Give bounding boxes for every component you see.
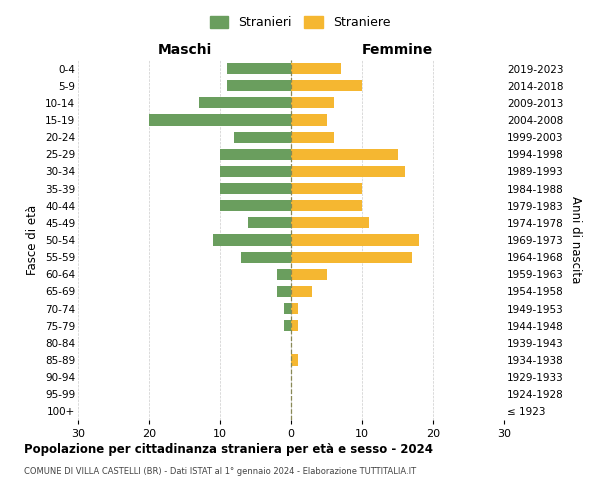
Bar [291, 132, 334, 142]
Bar [220, 166, 291, 177]
Bar [291, 114, 326, 126]
Bar [284, 303, 291, 314]
Bar [291, 148, 398, 160]
Bar [220, 200, 291, 211]
Y-axis label: Anni di nascita: Anni di nascita [569, 196, 582, 284]
Text: COMUNE DI VILLA CASTELLI (BR) - Dati ISTAT al 1° gennaio 2024 - Elaborazione TUT: COMUNE DI VILLA CASTELLI (BR) - Dati IST… [24, 468, 416, 476]
Bar [291, 200, 362, 211]
Bar [284, 320, 291, 332]
Bar [291, 234, 419, 246]
Bar [291, 354, 298, 366]
Bar [213, 234, 291, 246]
Bar [291, 218, 369, 228]
Bar [241, 252, 291, 262]
Bar [291, 183, 362, 194]
Bar [199, 98, 291, 108]
Bar [149, 114, 291, 126]
Bar [291, 166, 404, 177]
Bar [234, 132, 291, 142]
Bar [291, 286, 313, 297]
Bar [291, 252, 412, 262]
Text: Maschi: Maschi [157, 42, 212, 56]
Bar [291, 320, 298, 332]
Bar [227, 80, 291, 92]
Bar [291, 98, 334, 108]
Bar [277, 268, 291, 280]
Bar [277, 286, 291, 297]
Bar [220, 148, 291, 160]
Text: Femmine: Femmine [362, 42, 433, 56]
Legend: Stranieri, Straniere: Stranieri, Straniere [205, 11, 395, 34]
Bar [291, 268, 326, 280]
Text: Popolazione per cittadinanza straniera per età e sesso - 2024: Popolazione per cittadinanza straniera p… [24, 442, 433, 456]
Bar [220, 183, 291, 194]
Bar [291, 63, 341, 74]
Bar [227, 63, 291, 74]
Bar [248, 218, 291, 228]
Bar [291, 303, 298, 314]
Bar [291, 80, 362, 92]
Y-axis label: Fasce di età: Fasce di età [26, 205, 40, 275]
